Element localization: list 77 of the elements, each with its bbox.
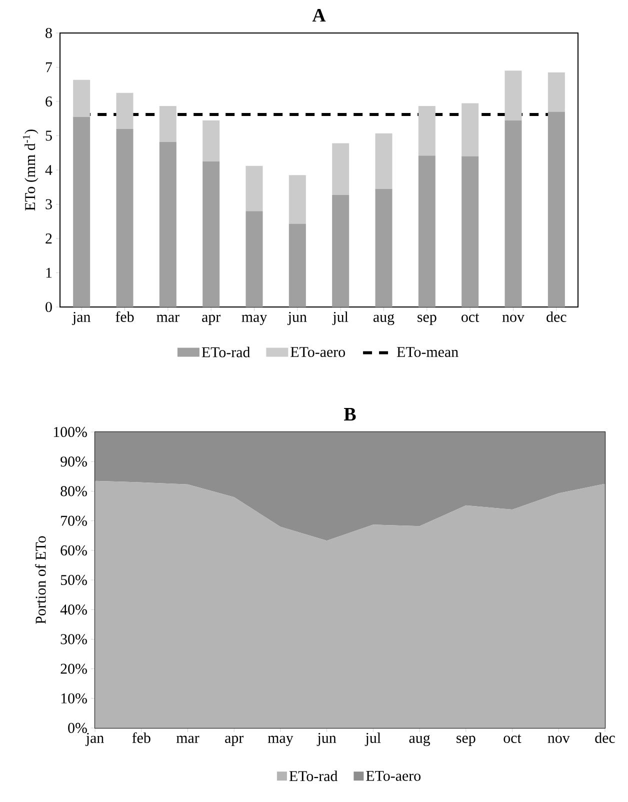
bar [462,156,479,307]
legend-label: ETo-rad [202,346,250,358]
x-tick-label: sep [456,736,476,746]
x-tick-label: oct [462,313,480,322]
bar [159,106,176,142]
bar [504,120,522,307]
y-axis-title: ETo (mm d$^{-1}$) [22,130,38,211]
x-tick-label: nov [548,736,570,743]
bar [418,156,436,307]
x-tick-label: dec [546,311,566,322]
bar [116,92,134,129]
y-tick-label: 3 [46,199,52,210]
bar [375,188,392,307]
x-tick-label: dec [595,732,615,743]
x-tick-label: sep [418,314,436,326]
y-tick-label: 70% [61,516,87,526]
bar [202,161,220,307]
x-tick-label: feb [132,732,150,743]
bar [548,72,565,112]
y-axis-title: Portion of ETo [35,536,46,624]
bar [73,80,90,117]
y-tick-label: 90% [60,456,87,467]
bar [246,166,263,212]
bar [73,116,90,307]
bar [116,128,134,307]
x-tick-label: jun [316,732,336,746]
y-tick-label: 40% [60,604,87,615]
y-tick-label: 5 [46,130,52,141]
y-tick-label: 8 [46,28,52,38]
y-tick-label: 1 [46,268,52,278]
legend-label: ETo-rad [289,770,338,782]
legend-label: ETo-aero [290,347,346,358]
y-tick-label: 0% [68,722,87,734]
x-tick-label: mar [176,736,200,743]
chart-title: B [344,408,356,421]
bar [504,70,522,120]
x-tick-label: feb [116,311,134,322]
x-tick-label: aug [409,735,430,746]
x-tick-label: may [268,736,294,746]
y-tick-label: 6 [46,96,52,107]
x-tick-label: may [242,314,268,326]
y-tick-label: 2 [46,234,52,244]
bar [548,112,565,307]
bar [288,224,306,307]
bar [332,194,350,307]
y-tick-label: 30% [60,634,87,644]
x-tick-label: mar [156,314,180,322]
chart-title: A [312,9,326,22]
x-tick-label: jun [287,312,307,326]
bar [462,103,479,156]
x-tick-label: jul [364,732,381,746]
x-tick-label: nov [502,314,524,322]
legend-label: ETo-mean [396,347,458,358]
y-tick-label: 50% [60,574,87,586]
x-tick-label: aug [373,314,394,326]
y-tick-label: 80% [60,486,87,496]
bar [202,120,220,162]
bar [375,133,392,189]
x-tick-label: jan [85,732,104,746]
y-tick-label: 20% [60,664,87,674]
x-tick-label: apr [225,736,244,746]
y-tick-label: 7 [46,62,52,72]
x-tick-label: jan [72,312,90,326]
y-tick-label: 100% [54,426,87,438]
y-tick-label: 4 [45,165,52,175]
y-tick-label: 10% [61,693,87,704]
bar [159,142,176,307]
x-tick-label: jul [332,311,348,326]
x-tick-label: apr [202,314,220,326]
x-tick-label: oct [504,734,522,743]
bar [288,175,306,224]
legend-label: ETo-aero [366,770,421,781]
bar [332,143,350,195]
bar [418,106,436,156]
y-tick-label: 0 [46,302,52,312]
y-tick-label: 60% [60,545,87,556]
bar [246,211,263,307]
